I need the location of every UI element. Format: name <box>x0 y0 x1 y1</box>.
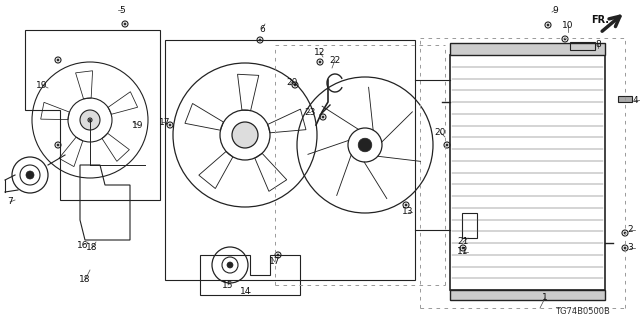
Circle shape <box>294 84 296 86</box>
Text: 10: 10 <box>563 20 573 29</box>
Text: 5: 5 <box>119 5 125 14</box>
Text: 14: 14 <box>240 287 252 297</box>
Text: 7: 7 <box>7 197 13 206</box>
Text: 17: 17 <box>159 117 171 126</box>
Circle shape <box>90 119 91 121</box>
Text: 6: 6 <box>259 25 265 34</box>
Circle shape <box>227 262 233 268</box>
Text: 20: 20 <box>435 127 445 137</box>
Circle shape <box>358 138 372 152</box>
Text: 4: 4 <box>632 95 638 105</box>
Text: 12: 12 <box>314 47 326 57</box>
Text: 19: 19 <box>36 81 48 90</box>
Text: 23: 23 <box>304 108 316 116</box>
Text: TG74B0500B: TG74B0500B <box>555 308 610 316</box>
Bar <box>618 96 632 102</box>
Text: 18: 18 <box>79 276 91 284</box>
Circle shape <box>277 254 279 256</box>
Circle shape <box>124 23 126 25</box>
Text: 3: 3 <box>627 244 633 252</box>
Text: 13: 13 <box>403 207 413 217</box>
Circle shape <box>322 116 324 118</box>
Circle shape <box>232 122 258 148</box>
Bar <box>570 42 595 50</box>
Circle shape <box>83 113 97 127</box>
Circle shape <box>564 38 566 40</box>
Circle shape <box>57 144 59 146</box>
Text: 22: 22 <box>330 55 340 65</box>
Bar <box>450 55 605 290</box>
Bar <box>462 213 477 238</box>
Circle shape <box>57 59 59 61</box>
Text: FR.: FR. <box>591 15 609 25</box>
Text: 16: 16 <box>77 241 89 250</box>
Circle shape <box>547 24 549 26</box>
Text: 17: 17 <box>269 258 281 267</box>
Bar <box>450 290 605 300</box>
Text: 8: 8 <box>595 39 601 49</box>
Circle shape <box>462 247 464 249</box>
Circle shape <box>259 39 261 41</box>
Text: 11: 11 <box>457 247 468 257</box>
Circle shape <box>446 144 448 146</box>
Text: 21: 21 <box>458 237 468 246</box>
Text: 20: 20 <box>286 77 298 86</box>
Circle shape <box>237 127 253 142</box>
Circle shape <box>405 204 407 206</box>
Text: 18: 18 <box>86 244 98 252</box>
Text: 19: 19 <box>132 121 144 130</box>
Circle shape <box>26 171 34 179</box>
Circle shape <box>624 232 626 234</box>
Circle shape <box>624 247 626 249</box>
Text: 2: 2 <box>627 226 633 235</box>
Circle shape <box>319 61 321 63</box>
Circle shape <box>80 110 100 130</box>
Bar <box>450 43 605 55</box>
Text: 9: 9 <box>552 5 558 14</box>
Text: 15: 15 <box>222 281 234 290</box>
Circle shape <box>169 124 171 126</box>
Text: 1: 1 <box>542 293 548 302</box>
